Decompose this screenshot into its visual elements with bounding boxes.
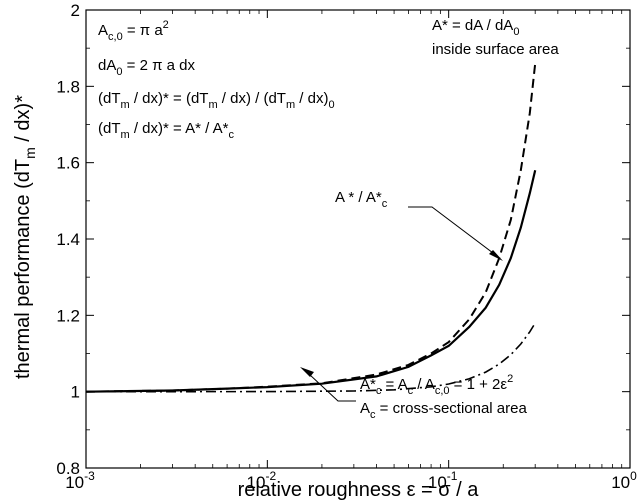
plot-frame bbox=[85, 9, 631, 469]
x-tick-label: 100 bbox=[611, 469, 637, 492]
label-area-ratio: A * / A*c bbox=[335, 189, 388, 210]
label-inside-surface-area-text: inside surface area bbox=[432, 41, 559, 58]
x-tick-label: 10-2 bbox=[247, 469, 277, 492]
y-tick-label: 0.8 bbox=[56, 459, 80, 478]
ratio-leader-arrow bbox=[408, 206, 503, 261]
equation-performance-ratio: (dTm / dx)* = A* / A*c bbox=[98, 120, 234, 141]
y-tick-label: 1 bbox=[71, 383, 80, 402]
equation-performance-definition: (dTm / dx)* = (dTm / dx) / (dTm / dx)0 bbox=[98, 90, 335, 111]
y-axis-label-sub: m bbox=[22, 147, 38, 159]
label-inside-surface-area-formula: A* = dA / dA0 bbox=[432, 17, 519, 38]
cross-section-leader-arrow bbox=[300, 367, 356, 402]
series-area-ratio-solid bbox=[85, 170, 537, 393]
series-inside-surface-area-dashed bbox=[85, 63, 537, 393]
equation-area-element: dA0 = 2 π a dx bbox=[98, 57, 195, 78]
y-axis-ticks: 0.8 1 1.2 1.4 1.6 1.8 2 bbox=[56, 1, 630, 478]
x-axis-label: relative roughness ε = σ / a bbox=[238, 479, 480, 501]
y-tick-label: 1.4 bbox=[56, 230, 80, 249]
y-tick-label: 1.2 bbox=[56, 306, 80, 325]
x-tick-label: 10-1 bbox=[428, 469, 458, 492]
y-tick-label: 2 bbox=[71, 1, 80, 20]
y-tick-label: 1.8 bbox=[56, 77, 80, 96]
y-tick-label: 1.6 bbox=[56, 154, 80, 173]
y-axis-label-text: thermal performance (dT bbox=[12, 159, 34, 379]
x-tick-label: 10-3 bbox=[65, 469, 95, 492]
series-cross-section-dashdot bbox=[85, 322, 536, 393]
label-cross-section-formula: A*c = Ac / Ac,0 = 1 + 2ε2 bbox=[360, 373, 513, 397]
equation-cross-section-area: Ac,0 = π a2 bbox=[98, 19, 169, 43]
y-axis-label: thermal performance (dTm / dx)* bbox=[12, 95, 38, 379]
x-axis-ticks: 10-3 10-2 10-1 100 bbox=[65, 10, 637, 492]
label-cross-section-text: Ac = cross-sectional area bbox=[360, 400, 527, 421]
